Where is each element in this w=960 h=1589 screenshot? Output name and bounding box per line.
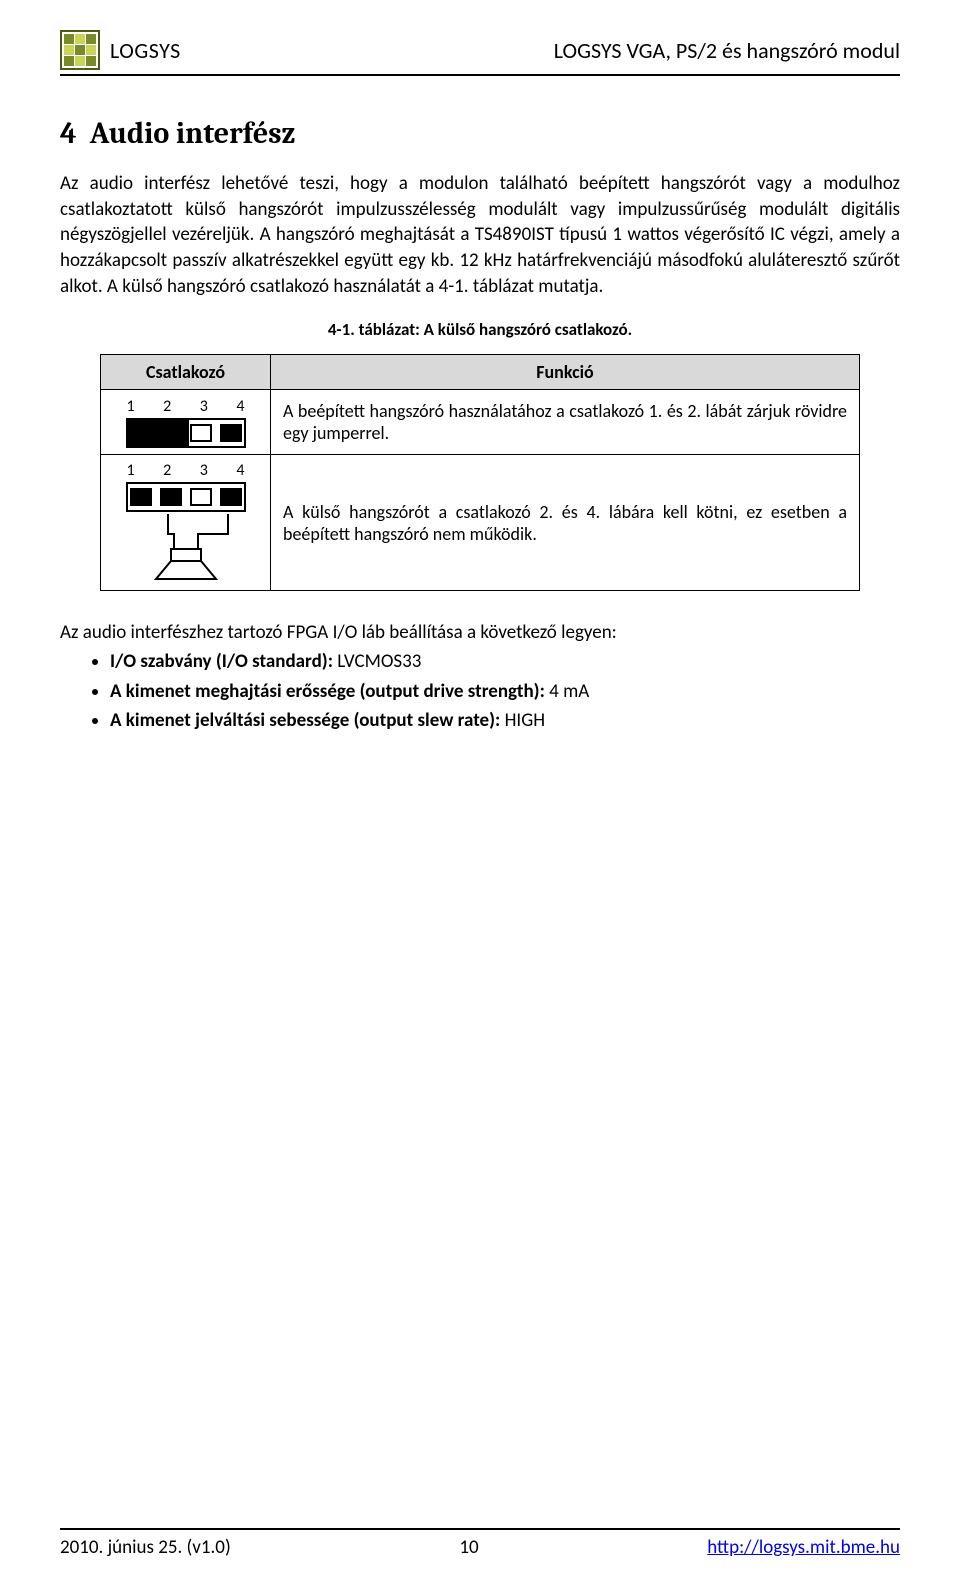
header-brand: LOGSYS — [110, 37, 181, 64]
connector-diagram-2 — [126, 482, 246, 512]
logsys-logo-icon — [60, 30, 100, 70]
page-header: LOGSYS LOGSYS VGA, PS/2 és hangszóró mod… — [60, 30, 900, 76]
list-item: I/O szabvány (I/O standard): LVCMOS33 — [110, 648, 900, 676]
page-footer: 2010. június 25. (v1.0) 10 http://logsys… — [60, 1528, 900, 1559]
header-left: LOGSYS — [60, 30, 181, 70]
table-header-function: Funkció — [271, 355, 860, 390]
pin-1 — [130, 488, 152, 506]
connector-table: Csatlakozó Funkció 1 2 3 4 — [100, 354, 860, 591]
footer-page-number: 10 — [459, 1536, 478, 1559]
list-item: A kimenet jelváltási sebessége (output s… — [110, 707, 900, 735]
table-row: 1 2 3 4 — [101, 455, 860, 591]
section-number: 4 — [60, 116, 77, 151]
row2-function-text: A külső hangszórót a csatlakozó 2. és 4.… — [271, 455, 860, 591]
diagram-cell-jumper: 1 2 3 4 — [101, 390, 271, 455]
section-title-text: Audio interfész — [90, 116, 296, 151]
pin-labels: 1 2 3 4 — [127, 397, 245, 416]
footer-date: 2010. június 25. (v1.0) — [60, 1536, 231, 1559]
header-doc-title: LOGSYS VGA, PS/2 és hangszóró modul — [554, 37, 900, 64]
connector-diagram-1 — [126, 418, 246, 448]
row1-function-text: A beépített hangszóró használatához a cs… — [271, 390, 860, 455]
settings-list: I/O szabvány (I/O standard): LVCMOS33 A … — [60, 648, 900, 735]
pin-3 — [190, 424, 212, 442]
content-area: 4 Audio interfész Az audio interfész leh… — [60, 106, 900, 1528]
pin-4 — [220, 424, 242, 442]
table-caption: 4-1. táblázat: A külső hangszóró csatlak… — [60, 319, 900, 340]
section-heading: 4 Audio interfész — [60, 116, 900, 151]
pin-labels: 1 2 3 4 — [127, 461, 245, 480]
jumper-icon — [127, 419, 189, 447]
footer-url-link[interactable]: http://logsys.mit.bme.hu — [707, 1536, 900, 1559]
intro-paragraph: Az audio interfész lehetővé teszi, hogy … — [60, 171, 900, 299]
pin-4 — [220, 488, 242, 506]
pin-3 — [190, 488, 212, 506]
table-row: 1 2 3 4 A beépített han — [101, 390, 860, 455]
table-header-connector: Csatlakozó — [101, 355, 271, 390]
diagram-cell-external-speaker: 1 2 3 4 — [101, 455, 271, 591]
pin-2 — [160, 488, 182, 506]
list-item: A kimenet meghajtási erőssége (output dr… — [110, 678, 900, 706]
speaker-wiring-icon — [116, 514, 256, 584]
settings-intro: Az audio interfészhez tartozó FPGA I/O l… — [60, 621, 900, 644]
